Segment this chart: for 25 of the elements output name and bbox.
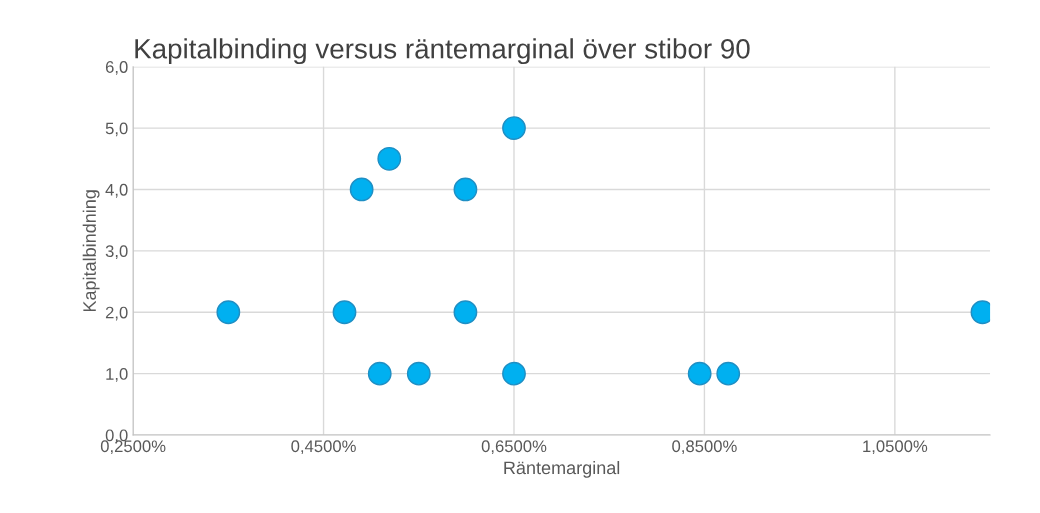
chart-title: Kapitalbinding versus räntemarginal över stibor 90 (135, 38, 750, 65)
y-tick-label: 3,0 (105, 245, 128, 260)
point (453, 300, 478, 325)
y-tick-label: 2,0 (105, 306, 128, 321)
point (406, 361, 431, 386)
point (216, 300, 241, 325)
x-tick-label: 0,6500% (481, 440, 547, 455)
point (349, 177, 374, 202)
point (377, 146, 402, 171)
y-tick-label: 6,0 (105, 61, 128, 75)
point (687, 361, 712, 386)
point (502, 116, 526, 140)
y-tick-label: 5,0 (105, 122, 128, 137)
y-tick-label: 4,0 (105, 183, 128, 198)
x-axis-title: Räntemarginal (504, 460, 620, 478)
point (367, 361, 392, 386)
point (716, 361, 741, 386)
point (332, 300, 357, 325)
x-tick-label: 0,8500% (672, 440, 737, 455)
y-axis-title: Kapitalbindning (82, 190, 100, 312)
point (453, 177, 478, 202)
point (502, 361, 526, 386)
x-tick-label: 1,0500% (863, 440, 928, 455)
x-tick-label: 0,4500% (291, 440, 356, 455)
y-tick-label: 1,0 (106, 368, 128, 382)
